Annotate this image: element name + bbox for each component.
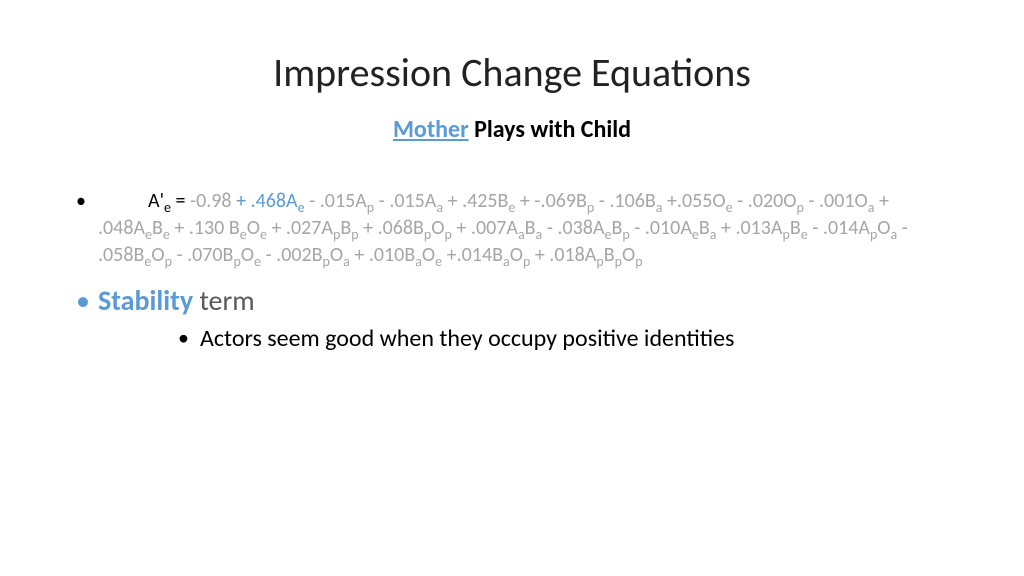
slide-container: Impression Change Equations Mother Plays…	[0, 0, 1024, 394]
slide-subtitle: Mother Plays with Child	[70, 115, 954, 144]
eq-lhs: A'e =	[148, 189, 190, 213]
stability-label: Stability	[98, 283, 193, 318]
eq-constant: -0.98	[190, 189, 232, 213]
equation-bullet: A'e = -0.98 + .468Ae - .015Ap - .015Aa +…	[70, 188, 954, 269]
eq-highlighted-term: + .468Ae	[232, 189, 305, 213]
stability-rest: term	[193, 283, 254, 318]
bullet-list: A'e = -0.98 + .468Ae - .015Ap - .015Aa +…	[70, 188, 954, 354]
subtitle-rest: Plays with Child	[469, 115, 631, 144]
slide-title: Impression Change Equations	[70, 48, 954, 97]
subtitle-highlight: Mother	[393, 115, 469, 144]
sub-bullet: Actors seem good when they occupy positi…	[70, 324, 950, 354]
stability-bullet: Stability term	[70, 283, 954, 318]
